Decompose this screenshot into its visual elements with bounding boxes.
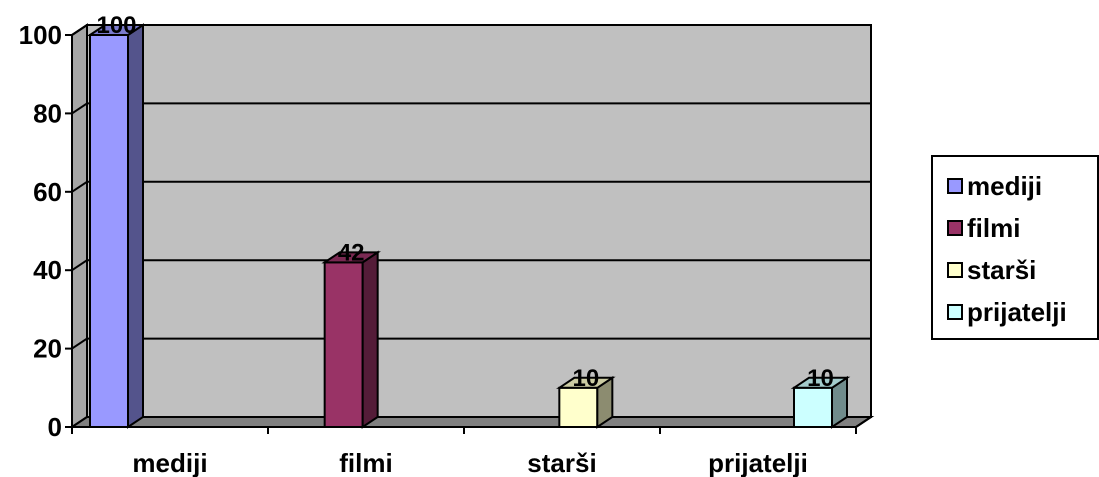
bar-front bbox=[323, 261, 364, 428]
legend-label: starši bbox=[967, 255, 1037, 285]
legend-item-filmi: filmi bbox=[947, 214, 1020, 242]
y-tick-label: 100 bbox=[19, 20, 62, 50]
x-tick-label: starši bbox=[527, 448, 596, 477]
bar-front bbox=[793, 386, 833, 428]
y-tick-label: 40 bbox=[33, 255, 62, 285]
y-axis: 0 20 40 60 80 100 bbox=[19, 20, 872, 442]
bar-starši bbox=[556, 375, 616, 429]
gridline-side bbox=[71, 180, 88, 193]
legend-swatch bbox=[947, 220, 963, 236]
data-label: 10 bbox=[572, 365, 599, 392]
x-tick-label: prijatelji bbox=[708, 448, 808, 477]
legend-swatch bbox=[947, 178, 963, 194]
bar-filmi bbox=[321, 250, 381, 429]
bar-side bbox=[127, 23, 144, 429]
legend-label: prijatelji bbox=[967, 297, 1067, 327]
legend-label: filmi bbox=[967, 213, 1021, 243]
gridline-side bbox=[71, 259, 88, 272]
bar-front bbox=[89, 34, 129, 428]
bar-top bbox=[321, 251, 381, 264]
x-tick-label: mediji bbox=[132, 448, 207, 477]
data-label: 42 bbox=[338, 239, 365, 266]
legend-swatch bbox=[947, 262, 963, 278]
gridline-side bbox=[71, 24, 88, 36]
data-label: 10 bbox=[807, 365, 834, 392]
labels: 100 42 10 10 mediji filmi starši prijatelji bbox=[96, 12, 833, 477]
legend-label: mediji bbox=[967, 171, 1043, 201]
bar-top bbox=[86, 24, 147, 36]
y-tick-label: 0 bbox=[48, 412, 62, 442]
legend-item-prijatelji: prijatelji bbox=[947, 298, 1067, 326]
legend-item-starsi: starši bbox=[947, 256, 1036, 284]
y-tick-label: 20 bbox=[33, 334, 62, 364]
gridline-side bbox=[71, 337, 88, 350]
bar-mediji bbox=[86, 23, 147, 429]
data-label: 100 bbox=[96, 12, 136, 39]
bar-top bbox=[790, 376, 851, 389]
plot-floor bbox=[68, 416, 875, 428]
bar-prijatelji bbox=[790, 375, 851, 429]
bar-top bbox=[556, 376, 616, 389]
legend: mediji filmi starši prijatelji bbox=[931, 155, 1099, 340]
bar-front bbox=[558, 386, 599, 428]
y-tick-label: 60 bbox=[33, 177, 62, 207]
plot-area bbox=[68, 23, 875, 429]
legend-item-mediji: mediji bbox=[947, 172, 1042, 200]
gridline-side bbox=[71, 102, 88, 115]
x-tick-label: filmi bbox=[339, 448, 392, 477]
plot-side-wall bbox=[71, 23, 88, 429]
bars bbox=[86, 23, 851, 429]
y-tick-label: 80 bbox=[33, 98, 62, 128]
plot-back-wall bbox=[86, 24, 872, 418]
bar-side bbox=[361, 250, 379, 429]
x-axis-end bbox=[855, 416, 872, 428]
legend-swatch bbox=[947, 304, 963, 320]
